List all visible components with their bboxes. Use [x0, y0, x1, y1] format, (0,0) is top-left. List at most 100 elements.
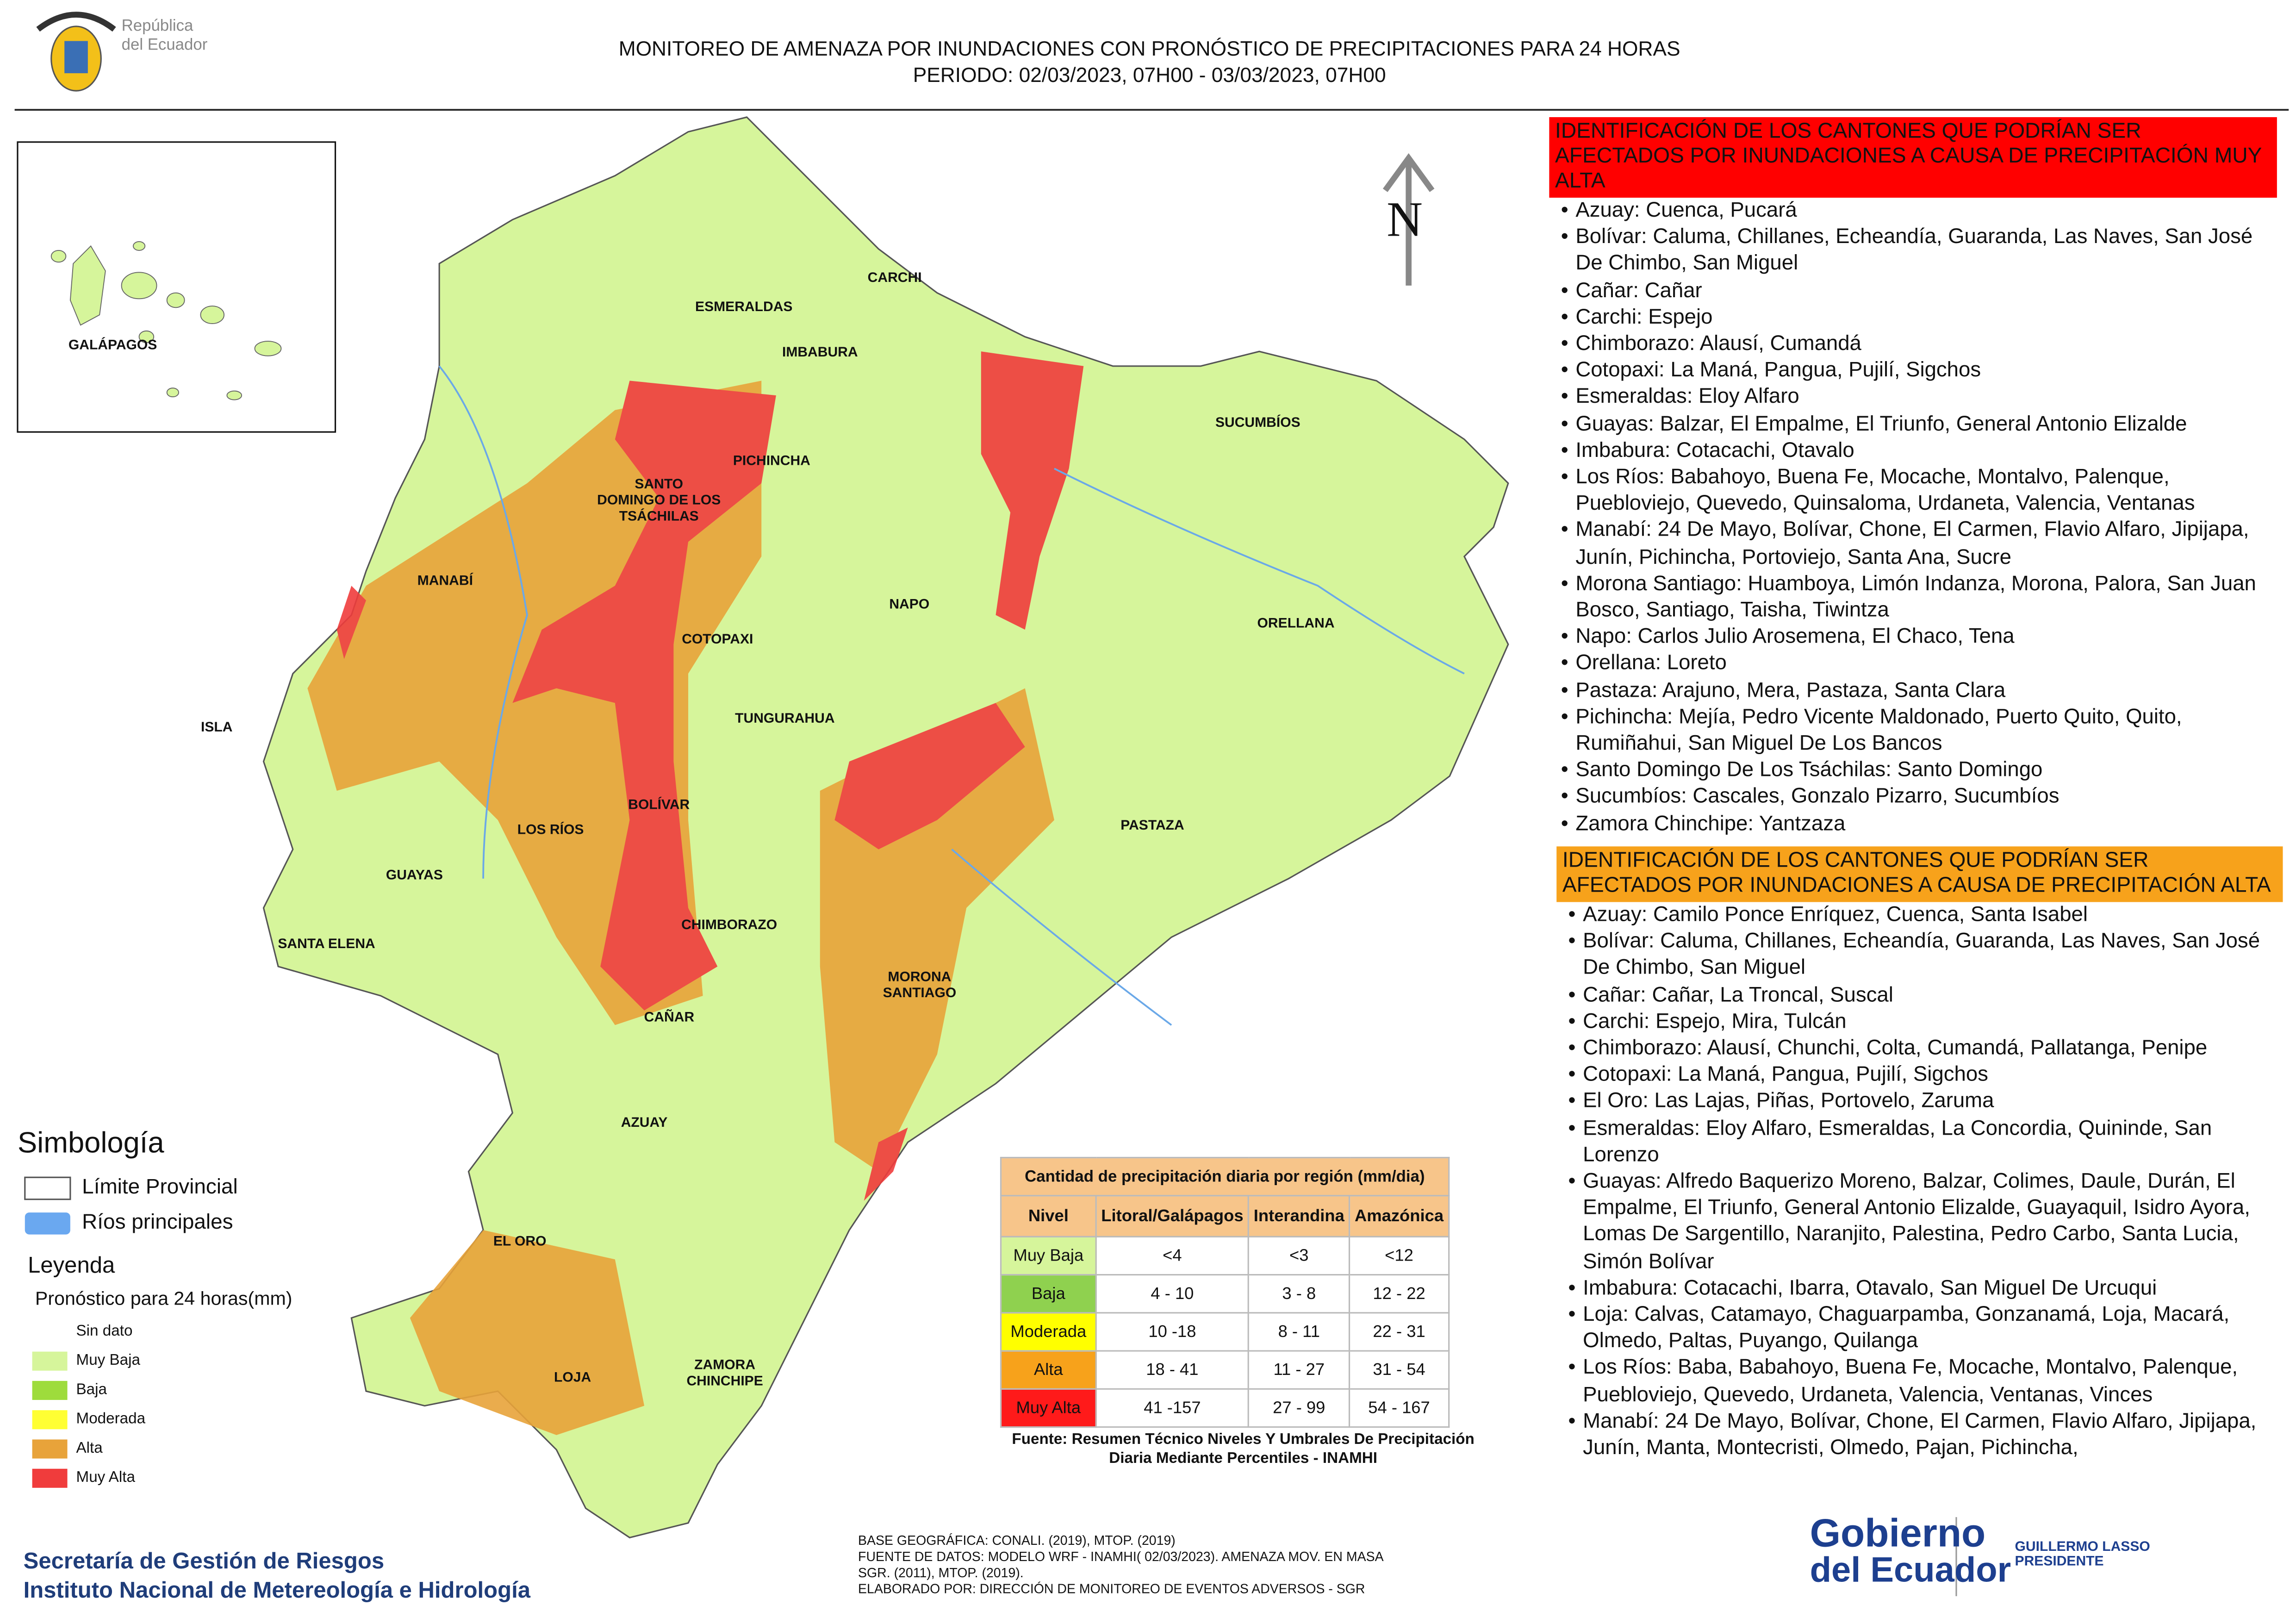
table-cell: 10 -18 — [1095, 1312, 1250, 1352]
agencies: Secretaría de Gestión de Riesgos Institut… — [24, 1548, 530, 1607]
canton-item: Pastaza: Arajuno, Mera, Pastaza, Santa C… — [1561, 677, 2277, 704]
legend-subtitle: Leyenda — [28, 1253, 115, 1279]
table-row: Baja 4 - 10 3 - 8 12 - 22 — [1000, 1274, 1450, 1314]
legend-swatch — [32, 1321, 68, 1341]
province-label: LOJA — [554, 1370, 591, 1386]
table-cell: 27 - 99 — [1248, 1388, 1350, 1428]
agency: Secretaría de Gestión de Riesgos — [23, 1549, 385, 1574]
legend-label: Moderada — [76, 1410, 146, 1428]
table-header: Nivel — [1000, 1195, 1097, 1237]
threshold-table: Cantidad de precipitación diaria por reg… — [1000, 1156, 1486, 1469]
legend-forecast: Pronóstico para 24 horas(mm) — [35, 1287, 292, 1309]
inset-frame — [17, 141, 336, 433]
high-list: Azuay: Camilo Ponce Enríquez, Cuenca, Sa… — [1562, 902, 2283, 1462]
province-label: TUNGURAHUA — [735, 711, 835, 727]
north-arrow — [1382, 153, 1435, 286]
legend-row: Sin dato — [32, 1317, 146, 1346]
province-label: PICHINCHA — [733, 453, 810, 469]
canton-item: Azuay: Camilo Ponce Enríquez, Cuenca, Sa… — [1568, 902, 2283, 929]
canton-item: Santo Domingo De Los Tsáchilas: Santo Do… — [1561, 757, 2277, 784]
legend-label: Muy Alta — [76, 1468, 135, 1487]
inset-label: GALÁPAGOS — [68, 337, 157, 354]
province-label: GUAYAS — [386, 868, 443, 884]
table-cell: <12 — [1349, 1236, 1450, 1276]
credit-line: FUENTE DE DATOS: MODELO WRF - INAMHI( 02… — [858, 1549, 1384, 1564]
legend-label: Muy Baja — [76, 1351, 141, 1369]
legend-swatch — [32, 1351, 68, 1370]
canton-item: Bolívar: Caluma, Chillanes, Echeandía, G… — [1568, 929, 2283, 982]
province-label: CHIMBORAZO — [681, 917, 778, 934]
table-cell: <3 — [1248, 1236, 1350, 1276]
table-row: Moderada 10 -18 8 - 11 22 - 31 — [1000, 1312, 1450, 1352]
canton-item: Esmeraldas: Eloy Alfaro — [1561, 384, 2277, 411]
province-label: AZUAY — [621, 1115, 668, 1131]
province-label: IMBABURA — [782, 344, 858, 361]
table-cell: 11 - 27 — [1248, 1350, 1350, 1390]
province-label: ISLA — [201, 719, 233, 736]
province-label: BOLÍVAR — [628, 797, 690, 814]
table: Cantidad de precipitación diaria por reg… — [1000, 1156, 1450, 1428]
table-cell: 3 - 8 — [1248, 1274, 1350, 1314]
province-label: ORELLANA — [1257, 616, 1335, 632]
table-title-row: Cantidad de precipitación diaria por reg… — [1000, 1156, 1450, 1197]
canton-item: El Oro: Las Lajas, Piñas, Portovelo, Zar… — [1568, 1089, 2283, 1116]
title: MONITOREO DE AMENAZA POR INUNDACIONES CO… — [618, 37, 1680, 60]
province-label: MORONA SANTIAGO — [883, 969, 957, 1002]
table-header: Interandina — [1248, 1195, 1350, 1237]
credits: BASE GEOGRÁFICA: CONALI. (2019), MTOP. (… — [858, 1533, 1384, 1598]
high-panel: IDENTIFICACIÓN DE LOS CANTONES QUE PODRÍ… — [1556, 846, 2283, 1462]
province-label: LOS RÍOS — [517, 822, 584, 838]
legend-rivers: Ríos principales — [82, 1211, 233, 1235]
limit-swatch — [24, 1176, 71, 1200]
rivers — [438, 365, 1465, 1026]
precipitation-zones — [307, 351, 1084, 1435]
canton-item: Carchi: Espejo, Mira, Tulcán — [1568, 1009, 2283, 1036]
table-header-row: Nivel Litoral/Galápagos Interandina Amazóni… — [1000, 1195, 1450, 1237]
canton-item: Guayas: Balzar, El Empalme, El Triunfo, … — [1561, 411, 2277, 438]
province-label: SUCUMBÍOS — [1215, 415, 1300, 431]
table-row: Muy Alta 41 -157 27 - 99 54 - 167 — [1000, 1388, 1450, 1428]
very-high-heading: IDENTIFICACIÓN DE LOS CANTONES QUE PODRÍ… — [1549, 117, 2277, 198]
legend-label: Sin dato — [76, 1322, 133, 1340]
table-source: Fuente: Resumen Técnico Niveles Y Umbral… — [1012, 1430, 1475, 1468]
high-heading: IDENTIFICACIÓN DE LOS CANTONES QUE PODRÍ… — [1556, 846, 2283, 902]
table-cell: Muy Baja — [1000, 1236, 1097, 1276]
logo-line: República — [121, 17, 193, 35]
canton-item: Napo: Carlos Julio Arosemena, El Chaco, … — [1561, 624, 2277, 651]
legend-swatch — [32, 1438, 68, 1458]
very-high-list: Azuay: Cuenca, PucaráBolívar: Caluma, Ch… — [1555, 198, 2277, 838]
province-label: EL ORO — [493, 1233, 547, 1250]
agency: Instituto Nacional de Metereología e Hid… — [23, 1578, 531, 1604]
canton-item: Zamora Chinchipe: Yantzaza — [1561, 811, 2277, 837]
title-block: MONITOREO DE AMENAZA POR INUNDACIONES CO… — [439, 35, 1860, 88]
legend-title: Simbología — [17, 1127, 164, 1160]
table-row: Alta 18 - 41 11 - 27 31 - 54 — [1000, 1350, 1450, 1390]
canton-item: Cotopaxi: La Maná, Pangua, Pujilí, Sigch… — [1568, 1062, 2283, 1089]
period: PERIODO: 02/03/2023, 07H00 - 03/03/2023,… — [913, 63, 1386, 87]
credit-line: ELABORADO POR: DIRECCIÓN DE MONITOREO DE… — [858, 1581, 1365, 1596]
legend-label: Baja — [76, 1380, 107, 1399]
table-cell: 12 - 22 — [1349, 1274, 1450, 1314]
table-header: Litoral/Galápagos — [1095, 1195, 1250, 1237]
province-label: ZAMORA CHINCHIPE — [686, 1357, 763, 1390]
canton-item: Bolívar: Caluma, Chillanes, Echeandía, G… — [1561, 225, 2277, 278]
canton-item: Sucumbíos: Cascales, Gonzalo Pizarro, Su… — [1561, 784, 2277, 811]
canton-item: Chimborazo: Alausí, Cumandá — [1561, 331, 2277, 358]
legend-row: Baja — [32, 1375, 146, 1404]
province-label: MANABÍ — [417, 573, 473, 590]
table-row: Muy Baja <4 <3 <12 — [1000, 1236, 1450, 1276]
river-swatch — [25, 1212, 70, 1235]
legend-swatch — [32, 1380, 68, 1399]
table-cell: Alta — [1000, 1350, 1097, 1390]
canton-item: Pichincha: Mejía, Pedro Vicente Maldonad… — [1561, 704, 2277, 757]
north-label: N — [1387, 193, 1423, 248]
province-label: NAPO — [889, 597, 930, 613]
canton-item: Los Ríos: Baba, Babahoyo, Buena Fe, Moca… — [1568, 1355, 2283, 1408]
table-cell: Moderada — [1000, 1312, 1097, 1352]
table-cell: 18 - 41 — [1095, 1350, 1250, 1390]
legend-classes: Sin dato Muy Baja Baja Moderada Alta Muy Alt… — [32, 1317, 146, 1493]
legend-swatch — [32, 1468, 68, 1487]
canton-item: Morona Santiago: Huamboya, Limón Indanza… — [1561, 571, 2277, 624]
legend-swatch — [32, 1409, 68, 1429]
president-line: GUILLERMO LASSO — [2015, 1539, 2150, 1555]
